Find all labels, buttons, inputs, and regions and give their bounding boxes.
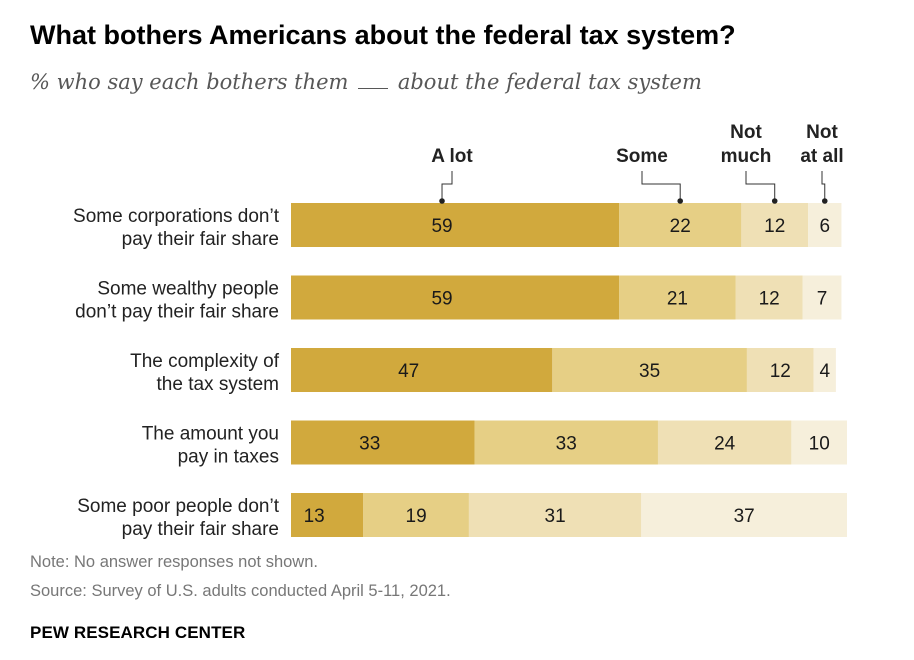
data-label: 12: [770, 361, 791, 382]
data-label: 33: [359, 434, 380, 455]
category-label-line: Some wealthy people: [97, 279, 279, 300]
category-label: Some poor people don’t pay their fair sha…: [77, 496, 279, 540]
data-label: 33: [556, 434, 577, 455]
data-label: 31: [545, 506, 566, 527]
legend-label-some: Some: [616, 146, 668, 167]
category-label-line: the tax system: [157, 374, 280, 395]
data-label: 24: [714, 434, 736, 455]
bar-segment-not-much: [735, 275, 803, 320]
subtitle-start: % who say each bothers them: [30, 70, 349, 94]
category-label-line: pay their fair share: [122, 519, 279, 540]
pew-logo-text: PEW RESEARCH CENTER: [30, 623, 246, 642]
data-label: 12: [759, 289, 780, 310]
subtitle-end: about the federal tax system: [397, 70, 702, 94]
bar-segment-some: [619, 275, 736, 320]
category-label-line: pay in taxes: [178, 447, 279, 468]
bar-segment-some: [552, 348, 747, 392]
legend-leader-dot: [677, 198, 683, 204]
data-label: 6: [819, 216, 830, 237]
bar-segment-not-much: [741, 203, 809, 247]
bar-segment-a-lot: [291, 275, 620, 320]
legend-leader-line: [745, 171, 776, 201]
bar-segment-not-at-all: [641, 493, 847, 537]
data-label: 19: [406, 506, 427, 527]
category-label-line: Some corporations don’t: [73, 206, 280, 227]
category-label-line: don’t pay their fair share: [75, 302, 279, 323]
bar-segment-some: [619, 203, 742, 247]
data-label: 7: [817, 289, 828, 310]
legend-label-not-much: Not: [730, 122, 762, 143]
subtitle-blank: [358, 70, 389, 89]
legend-leader-dot: [821, 198, 828, 204]
legend-label-not-at-all: at all: [800, 146, 843, 167]
legend-label-not-at-all: Not: [806, 122, 838, 143]
bar-segment-not-at-all: [813, 348, 836, 392]
data-label: 13: [304, 506, 325, 527]
data-label: 21: [667, 289, 688, 310]
bar-segment-a-lot: [291, 420, 475, 465]
category-label: Some corporations don’t pay their fair sh…: [73, 206, 280, 250]
category-label: The complexity of the tax system: [130, 351, 280, 395]
category-label-line: pay their fair share: [122, 229, 279, 250]
bar-segment-some: [474, 420, 658, 465]
data-label: 12: [764, 216, 785, 237]
legend-leader-dot: [439, 198, 445, 204]
bar-segment-a-lot: [291, 203, 620, 247]
legend-leader-line: [641, 171, 681, 201]
data-label: 22: [670, 216, 691, 237]
data-label: 59: [431, 216, 452, 237]
category-label: Some wealthy people don’t pay their fair …: [75, 279, 279, 323]
bar-segment-not-at-all: [791, 420, 847, 465]
chart-source: Source: Survey of U.S. adults conducted …: [30, 582, 451, 600]
bar-segment-not-at-all: [808, 203, 842, 247]
data-label: 59: [431, 289, 452, 310]
legend-leader-line: [441, 171, 453, 201]
chart-note: Note: No answer responses not shown.: [30, 553, 318, 571]
bar-segment-a-lot: [291, 493, 364, 537]
data-label: 47: [398, 361, 419, 382]
category-label-line: The complexity of: [130, 351, 280, 372]
legend-leader-line: [821, 171, 826, 201]
bar-segment-not-much: [746, 348, 814, 392]
chart-subtitle: % who say each bothers them about the fe…: [30, 70, 702, 94]
data-label: 37: [734, 506, 755, 527]
bar-segment-some: [363, 493, 469, 537]
chart-title: What bothers Americans about the federal…: [30, 20, 736, 50]
legend-label-not-much: much: [721, 146, 772, 167]
bar-segment-not-much: [657, 420, 792, 465]
legend-label-a-lot: A lot: [431, 146, 473, 167]
data-label: 4: [819, 361, 830, 382]
data-label: 10: [809, 434, 830, 455]
legend-leader-dot: [771, 198, 778, 204]
data-label: 35: [639, 361, 660, 382]
bar-segment-not-much: [468, 493, 642, 537]
category-label: The amount you pay in taxes: [142, 424, 279, 468]
bar-segment-a-lot: [291, 348, 553, 392]
category-label-line: Some poor people don’t: [77, 496, 279, 517]
bar-segment-not-at-all: [802, 275, 842, 320]
stacked-bar-chart: Some corporations don’t pay their fair sh…: [73, 122, 847, 540]
category-label-line: The amount you: [142, 424, 279, 445]
